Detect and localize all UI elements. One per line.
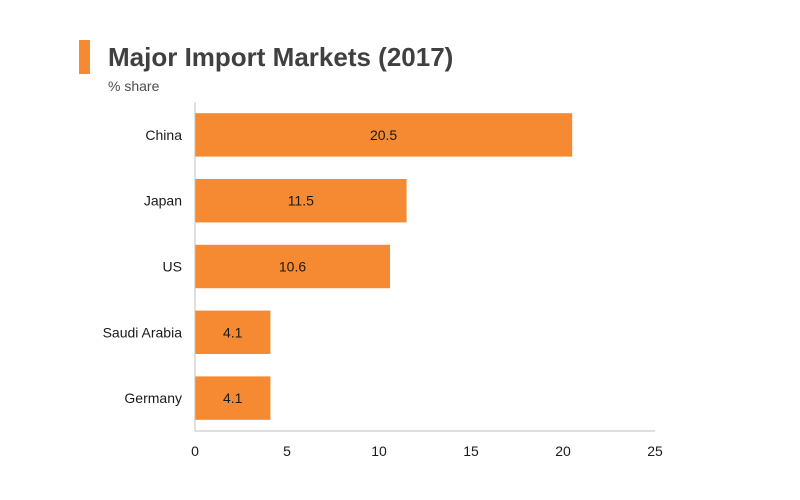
category-label: Germany: [124, 390, 182, 406]
bars-layer: 20.5 11.5 10.6 4.1 4.1: [195, 113, 573, 420]
chart-title: Major Import Markets (2017): [108, 42, 454, 72]
x-tick-label: 25: [647, 443, 663, 459]
title-accent-bar: [79, 40, 90, 74]
category-label: Japan: [144, 193, 182, 209]
value-label: 4.1: [223, 324, 243, 340]
x-tick-label: 20: [555, 443, 571, 459]
bar: [195, 310, 271, 355]
value-label: 10.6: [279, 259, 306, 275]
x-tick-label: 0: [191, 443, 199, 459]
bar: [195, 113, 573, 157]
category-label: China: [145, 127, 182, 143]
value-label: 20.5: [370, 127, 397, 143]
category-label: US: [163, 259, 182, 275]
bar: [195, 178, 407, 223]
value-label: 4.1: [223, 390, 243, 406]
chart-subtitle: % share: [108, 78, 160, 94]
x-tick-label: 15: [463, 443, 479, 459]
axes-layer: China Japan US Saudi Arabia Germany 0 5 10 15 20 2…: [103, 102, 663, 459]
x-tick-label: 10: [371, 443, 387, 459]
bar: [195, 244, 391, 289]
x-tick-label: 5: [283, 443, 291, 459]
value-label: 11.5: [288, 193, 314, 209]
category-label: Saudi Arabia: [103, 324, 183, 340]
bar: [195, 376, 271, 420]
